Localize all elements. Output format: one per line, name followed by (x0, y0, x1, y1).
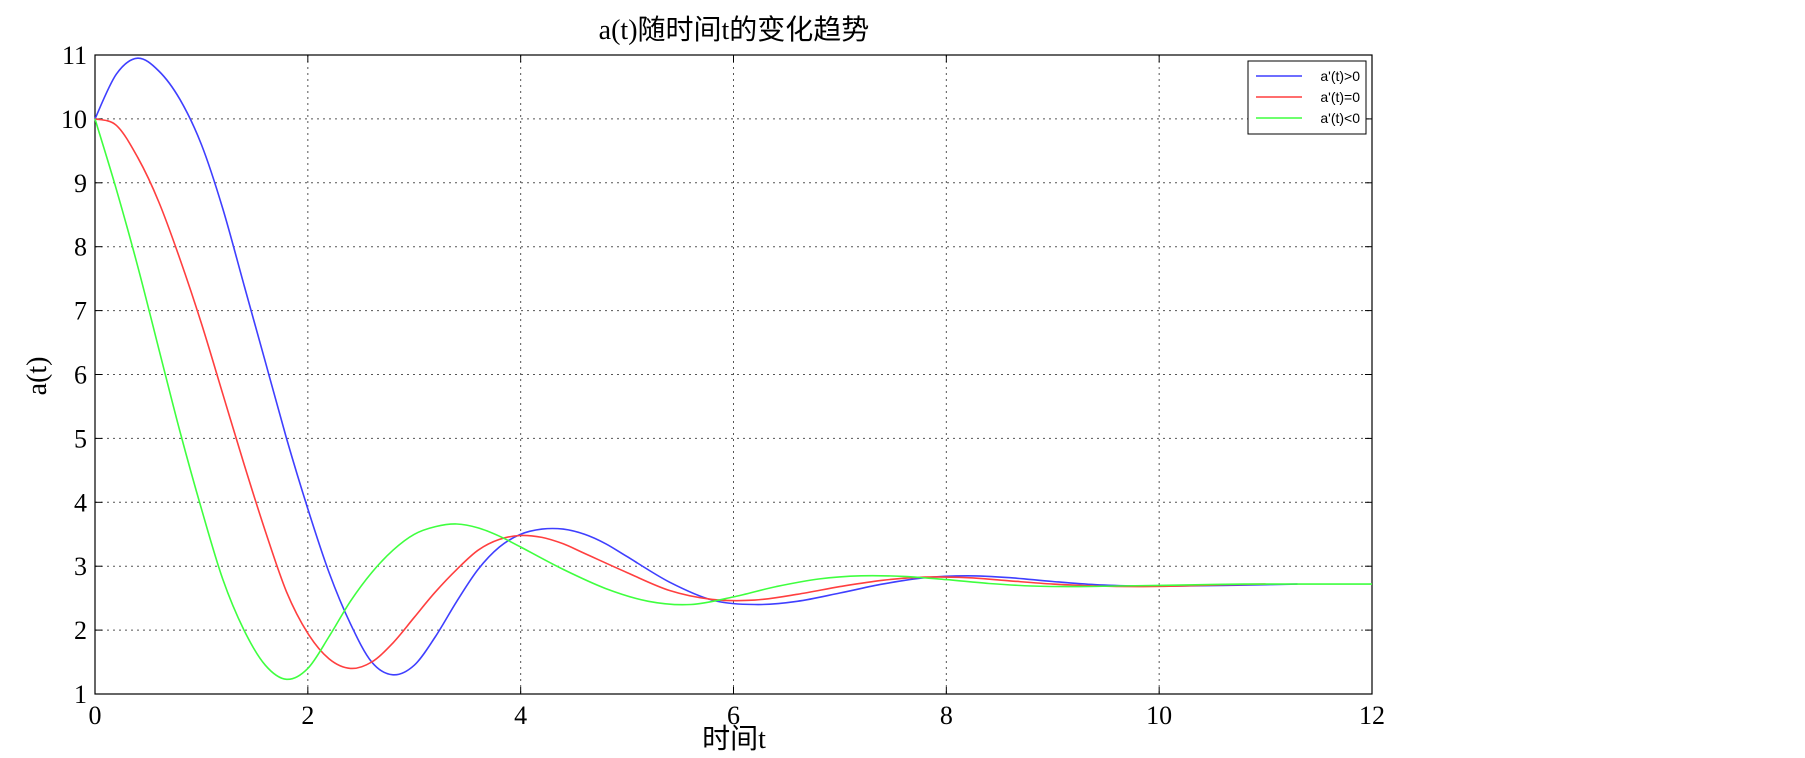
y-tick-label: 9 (74, 169, 87, 198)
y-tick-label: 6 (74, 361, 87, 390)
chart-title: a(t)随时间t的变化趋势 (599, 14, 870, 46)
y-tick-label: 2 (74, 616, 87, 645)
legend: a'(t)>0 a'(t)=0 a'(t)<0 (1247, 60, 1367, 135)
series-line-1 (94, 57, 1298, 676)
x-tick-label: 12 (1359, 701, 1385, 730)
legend-box (1247, 60, 1367, 135)
x-tick-label: 0 (89, 701, 102, 730)
series-line-3 (94, 118, 1372, 681)
x-tick-label: 4 (514, 701, 527, 730)
y-tick-label: 8 (74, 233, 87, 262)
x-tick-label: 10 (1146, 701, 1172, 730)
x-tick-label: 2 (301, 701, 314, 730)
y-tick-label: 4 (74, 488, 87, 517)
legend-label-2: a'(t)=0 (1320, 89, 1360, 105)
y-tick-label: 7 (74, 297, 87, 326)
y-tick-label: 1 (74, 680, 87, 709)
legend-label-3: a'(t)<0 (1320, 110, 1360, 126)
y-tick-label: 3 (74, 552, 87, 581)
x-axis-label: 时间t (702, 723, 766, 755)
x-tick-label: 8 (940, 701, 953, 730)
y-axis-label: a(t) (22, 357, 53, 396)
grid-lines (95, 55, 1372, 694)
y-tick-label: 10 (61, 105, 87, 134)
y-tick-label: 11 (62, 41, 87, 70)
legend-label-1: a'(t)>0 (1320, 68, 1360, 84)
x-tick-label: 6 (727, 701, 740, 730)
y-tick-label: 5 (74, 424, 87, 453)
series-lines (94, 57, 1372, 681)
